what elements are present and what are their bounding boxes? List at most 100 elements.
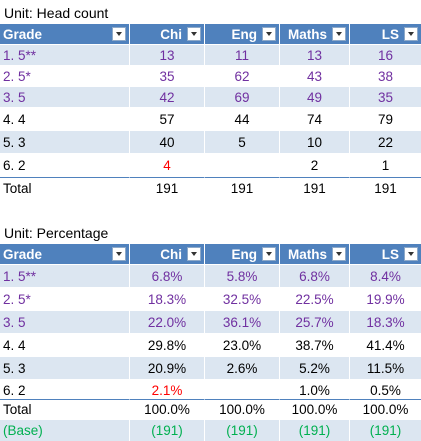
- filter-dropdown-icon[interactable]: [112, 247, 126, 261]
- value-cell[interactable]: 22: [377, 134, 394, 150]
- table1-header-ls[interactable]: LS: [350, 24, 421, 44]
- filter-dropdown-icon[interactable]: [262, 247, 276, 261]
- base-cell[interactable]: (191): [280, 420, 350, 441]
- value-cell[interactable]: 38: [377, 68, 394, 84]
- value-cell[interactable]: 38.7%: [280, 334, 350, 356]
- grade-cell[interactable]: 6. 2: [0, 154, 130, 176]
- total-cell[interactable]: 100.0%: [350, 399, 421, 419]
- table2-header-chi[interactable]: Chi: [130, 244, 205, 264]
- total-cell[interactable]: 191: [205, 177, 280, 199]
- value-cell[interactable]: 79: [377, 111, 394, 127]
- value-cell[interactable]: 13: [280, 45, 350, 65]
- value-cell[interactable]: 42: [130, 87, 205, 107]
- value-cell[interactable]: 22.5%: [280, 288, 350, 310]
- value-cell[interactable]: 11: [205, 45, 280, 65]
- filter-dropdown-icon[interactable]: [187, 27, 201, 41]
- total-cell[interactable]: 100.0%: [280, 399, 350, 419]
- value-cell[interactable]: 8.4%: [370, 268, 401, 284]
- total-cell[interactable]: 191: [130, 177, 205, 199]
- value-cell[interactable]: 44: [205, 108, 280, 130]
- table-row: 3. 5 22.0% 36.1% 25.7% 18.3%: [0, 311, 421, 333]
- base-label[interactable]: (Base): [0, 420, 130, 441]
- value-cell[interactable]: 6.8%: [130, 265, 205, 287]
- total-cell[interactable]: 100.0%: [205, 399, 280, 419]
- table1-header-eng[interactable]: Eng: [205, 24, 280, 44]
- table2-header-eng[interactable]: Eng: [205, 244, 280, 264]
- grade-cell[interactable]: 4. 4: [0, 334, 130, 356]
- grade-cell[interactable]: 2. 5*: [0, 288, 130, 310]
- value-cell[interactable]: 5.8%: [205, 265, 280, 287]
- table2-header-ls[interactable]: LS: [350, 244, 421, 264]
- value-cell[interactable]: 2: [280, 154, 350, 176]
- total-label[interactable]: Total: [0, 177, 130, 199]
- table2-header-maths[interactable]: Maths: [280, 244, 350, 264]
- base-cell[interactable]: (191): [369, 423, 402, 438]
- filter-dropdown-icon[interactable]: [404, 247, 418, 261]
- value-cell[interactable]: 10: [280, 131, 350, 153]
- grade-cell[interactable]: 3. 5: [0, 87, 130, 107]
- value-cell[interactable]: 43: [280, 66, 350, 86]
- table1-header-grade[interactable]: Grade: [0, 24, 130, 44]
- total-cell[interactable]: 191: [350, 177, 421, 199]
- value-cell[interactable]: 49: [280, 87, 350, 107]
- header-label: LS: [381, 26, 399, 42]
- value-cell[interactable]: 23.0%: [205, 334, 280, 356]
- header-label: Grade: [3, 246, 43, 262]
- total-cell[interactable]: 191: [280, 177, 350, 199]
- value-cell[interactable]: 4: [130, 154, 205, 176]
- value-cell[interactable]: 41.4%: [366, 337, 405, 353]
- value-cell[interactable]: 20.9%: [130, 357, 205, 379]
- value-cell[interactable]: 62: [205, 66, 280, 86]
- grade-cell[interactable]: 6. 2: [0, 380, 130, 400]
- value-cell[interactable]: 19.9%: [366, 291, 405, 307]
- value-cell[interactable]: 1: [381, 157, 390, 173]
- table-row: 1. 5** 13 11 13 16: [0, 45, 421, 65]
- value-cell[interactable]: 69: [205, 87, 280, 107]
- value-cell[interactable]: 25.7%: [280, 311, 350, 333]
- value-cell[interactable]: 22.0%: [130, 311, 205, 333]
- table-row: 5. 3 20.9% 2.6% 5.2% 11.5%: [0, 357, 421, 379]
- grade-cell[interactable]: 4. 4: [0, 108, 130, 130]
- table2-header-grade[interactable]: Grade: [0, 244, 130, 264]
- value-cell[interactable]: 32.5%: [205, 288, 280, 310]
- value-cell[interactable]: 74: [280, 108, 350, 130]
- value-cell[interactable]: 6.8%: [280, 265, 350, 287]
- grade-cell[interactable]: 1. 5**: [0, 45, 130, 65]
- base-cell[interactable]: (191): [205, 420, 280, 441]
- value-cell[interactable]: 5.2%: [280, 357, 350, 379]
- value-cell[interactable]: 57: [130, 108, 205, 130]
- grade-cell[interactable]: 3. 5: [0, 311, 130, 333]
- value-cell[interactable]: 2.1%: [130, 380, 205, 400]
- filter-dropdown-icon[interactable]: [404, 27, 418, 41]
- value-cell[interactable]: 35: [377, 89, 394, 105]
- value-cell[interactable]: 0.5%: [370, 382, 401, 398]
- filter-dropdown-icon[interactable]: [262, 27, 276, 41]
- value-cell[interactable]: 2.6%: [205, 357, 280, 379]
- value-cell[interactable]: [205, 154, 280, 176]
- value-cell[interactable]: 35: [130, 66, 205, 86]
- grade-cell[interactable]: 5. 3: [0, 357, 130, 379]
- table1-header-chi[interactable]: Chi: [130, 24, 205, 44]
- grade-cell[interactable]: 5. 3: [0, 131, 130, 153]
- filter-dropdown-icon[interactable]: [187, 247, 201, 261]
- grade-cell[interactable]: 2. 5*: [0, 66, 130, 86]
- total-label[interactable]: Total: [0, 399, 130, 419]
- value-cell[interactable]: 18.3%: [366, 314, 405, 330]
- value-cell[interactable]: 11.5%: [366, 360, 405, 376]
- value-cell[interactable]: 1.0%: [280, 380, 350, 400]
- value-cell[interactable]: 18.3%: [130, 288, 205, 310]
- value-cell[interactable]: 29.8%: [130, 334, 205, 356]
- filter-dropdown-icon[interactable]: [332, 27, 346, 41]
- value-cell[interactable]: 36.1%: [205, 311, 280, 333]
- filter-dropdown-icon[interactable]: [332, 247, 346, 261]
- value-cell[interactable]: 13: [130, 45, 205, 65]
- table1-header-maths[interactable]: Maths: [280, 24, 350, 44]
- base-cell[interactable]: (191): [130, 420, 205, 441]
- total-cell[interactable]: 100.0%: [130, 399, 205, 419]
- filter-dropdown-icon[interactable]: [112, 27, 126, 41]
- value-cell[interactable]: 40: [130, 131, 205, 153]
- grade-cell[interactable]: 1. 5**: [0, 265, 130, 287]
- value-cell[interactable]: 16: [377, 47, 394, 63]
- value-cell[interactable]: [205, 380, 280, 400]
- value-cell[interactable]: 5: [205, 131, 280, 153]
